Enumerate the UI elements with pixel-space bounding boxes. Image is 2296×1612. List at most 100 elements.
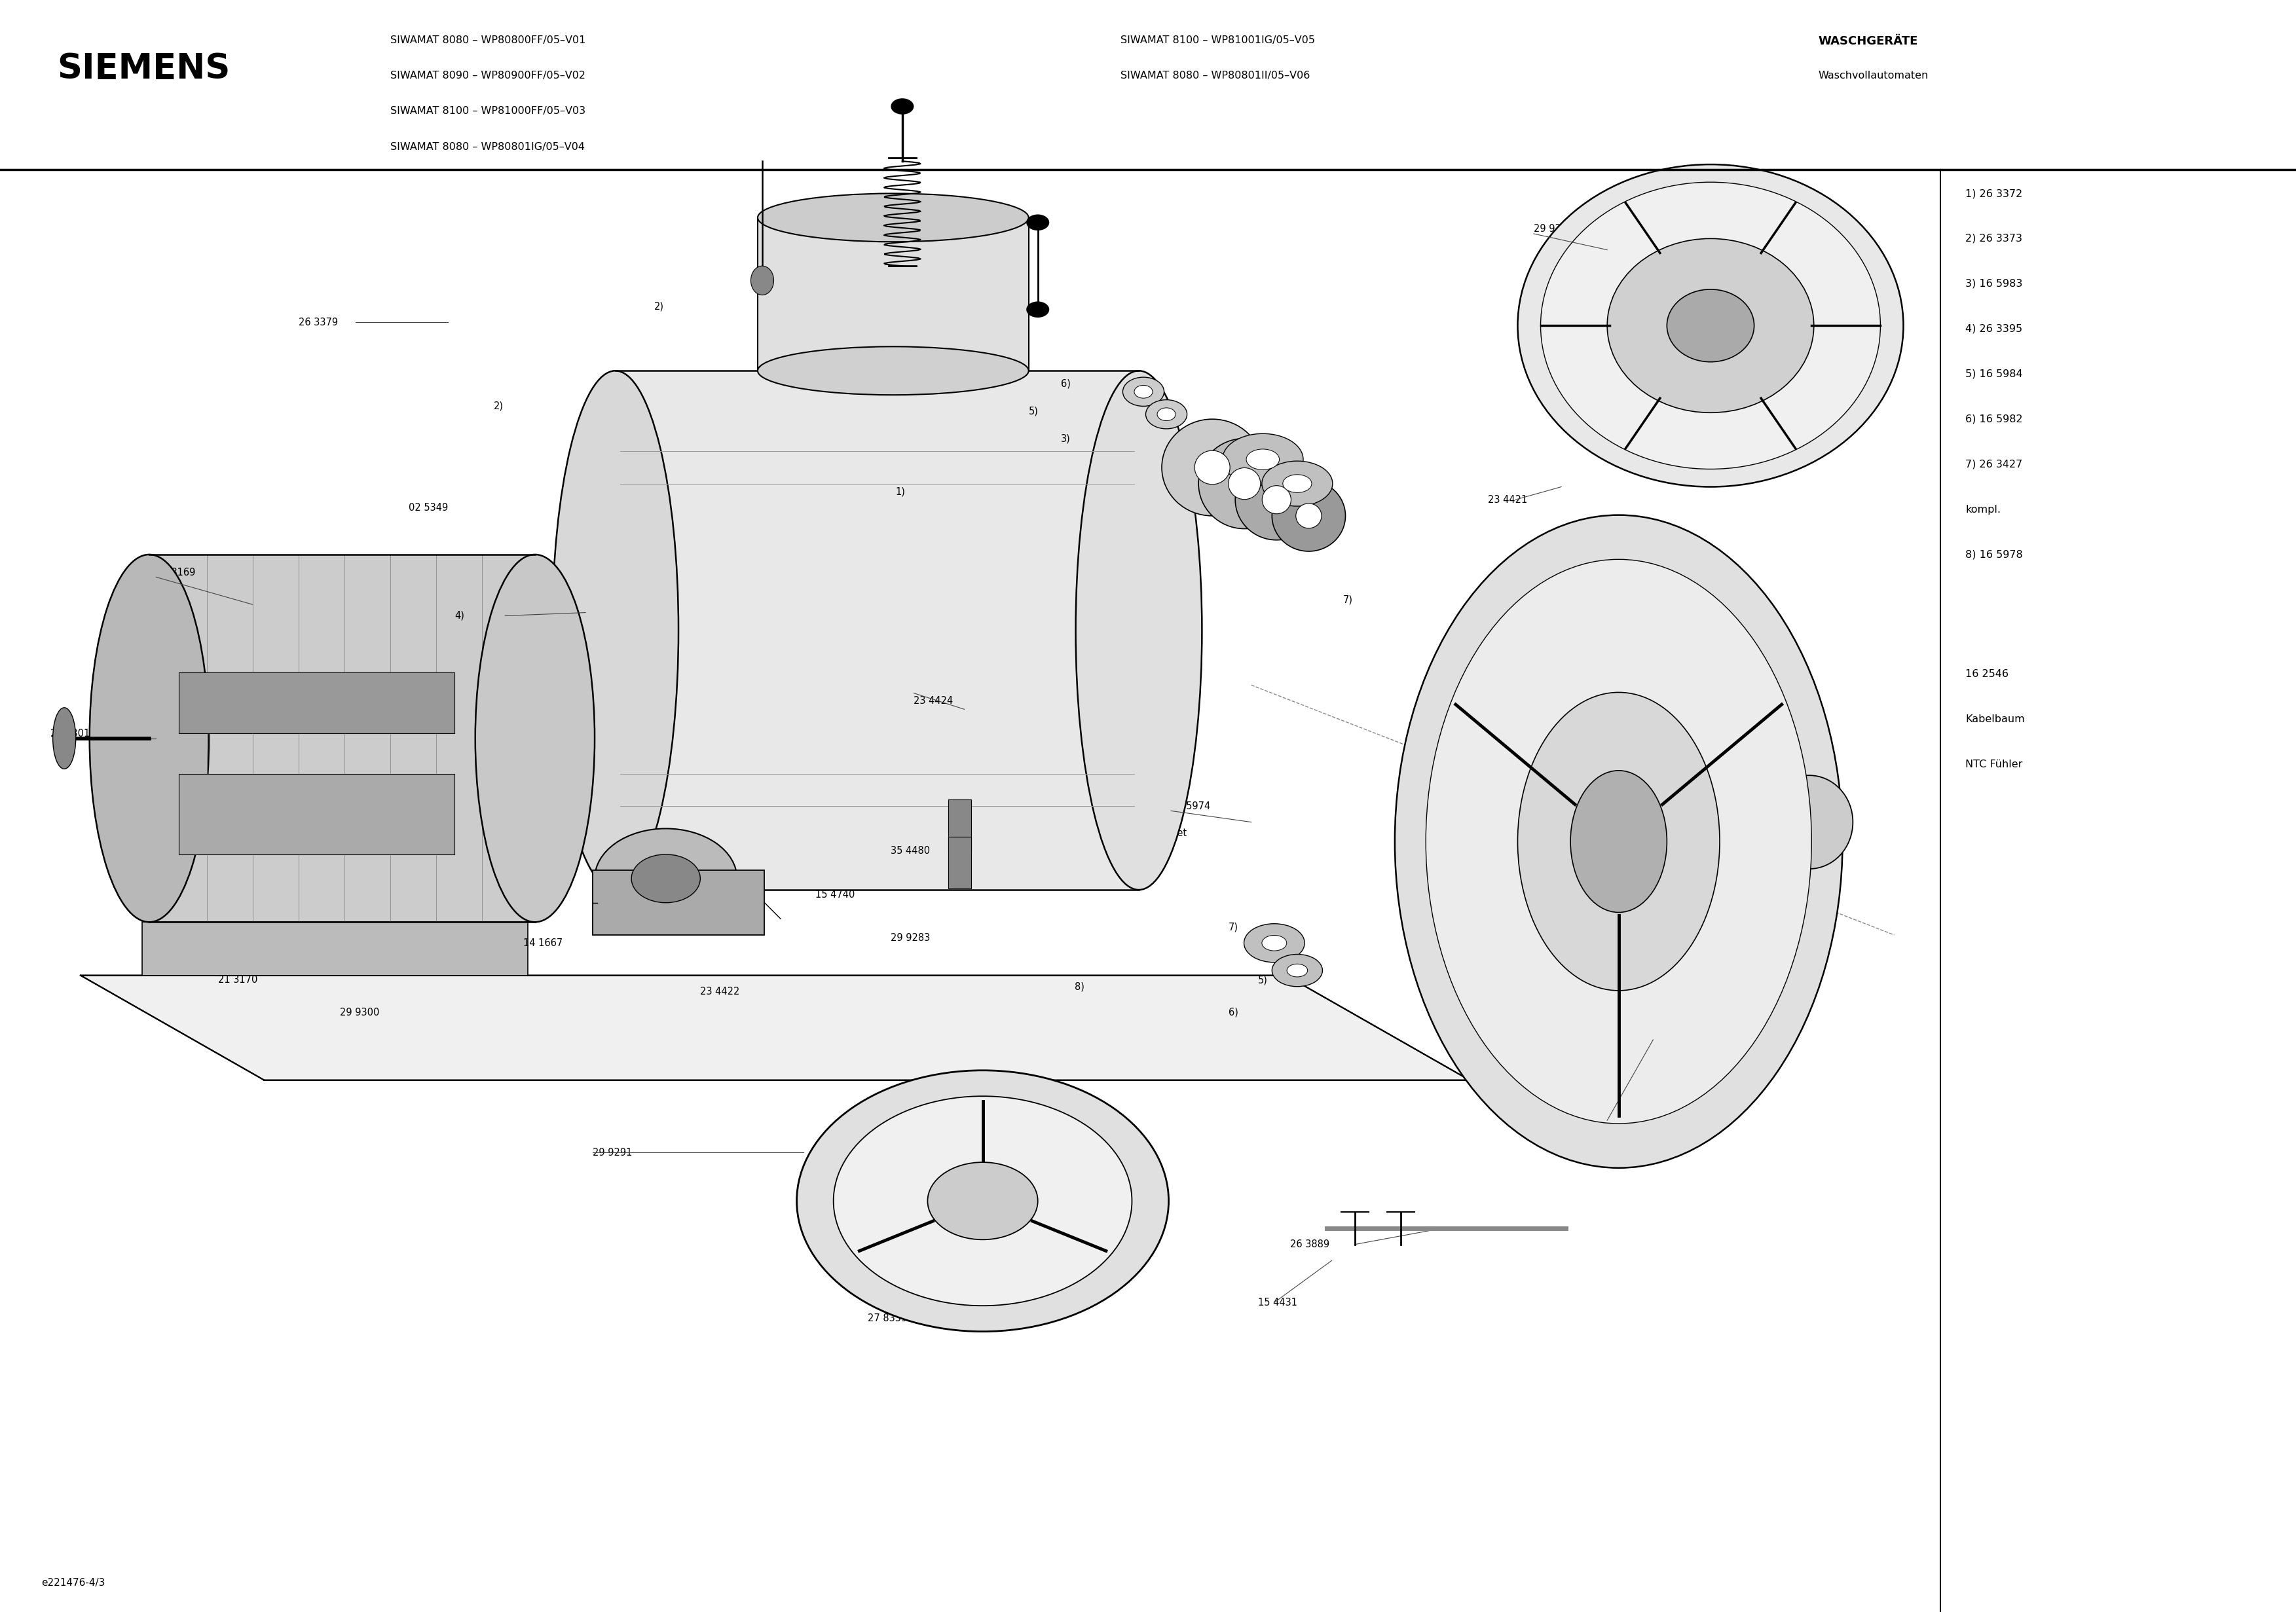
Ellipse shape — [1263, 461, 1332, 506]
Ellipse shape — [53, 708, 76, 769]
Text: 6): 6) — [1228, 1008, 1238, 1017]
Ellipse shape — [631, 854, 700, 903]
Ellipse shape — [1134, 385, 1153, 398]
Text: NTC Fühler: NTC Fühler — [1965, 759, 2023, 769]
Ellipse shape — [758, 193, 1029, 242]
Text: 7): 7) — [1228, 922, 1238, 932]
Bar — [758, 218, 1029, 371]
Bar — [615, 371, 1139, 890]
Text: SIWAMAT 8080 – WP80801IG/05–V04: SIWAMAT 8080 – WP80801IG/05–V04 — [390, 142, 585, 152]
Text: 15 4740: 15 4740 — [815, 890, 854, 899]
Ellipse shape — [1026, 214, 1049, 231]
Text: 2): 2) — [494, 401, 503, 411]
Polygon shape — [142, 922, 528, 975]
Ellipse shape — [1541, 182, 1880, 469]
Text: 7) 26 3427: 7) 26 3427 — [1965, 459, 2023, 469]
Ellipse shape — [928, 1162, 1038, 1240]
Ellipse shape — [1607, 239, 1814, 413]
Text: 2) 26 3373: 2) 26 3373 — [1965, 234, 2023, 243]
Ellipse shape — [1570, 771, 1667, 912]
Ellipse shape — [1194, 450, 1231, 485]
Text: 16 2546: 16 2546 — [1965, 669, 2009, 679]
Ellipse shape — [1272, 954, 1322, 987]
Text: kompl.: kompl. — [1965, 505, 2000, 514]
Text: SIEMENS: SIEMENS — [57, 52, 230, 85]
Text: 1): 1) — [895, 487, 905, 496]
Text: 23 4424: 23 4424 — [914, 696, 953, 706]
Text: 29 9300: 29 9300 — [340, 1008, 379, 1017]
Text: 7): 7) — [1343, 595, 1352, 604]
Bar — [179, 774, 455, 854]
Text: 8): 8) — [1075, 982, 1084, 991]
Text: 16 6035: 16 6035 — [845, 208, 884, 218]
Text: 6): 6) — [1061, 379, 1070, 388]
Ellipse shape — [1263, 485, 1290, 514]
Text: 23 4422: 23 4422 — [700, 987, 739, 996]
Text: 14 1667: 14 1667 — [523, 938, 563, 948]
Ellipse shape — [1667, 290, 1754, 361]
Ellipse shape — [1157, 408, 1176, 421]
Ellipse shape — [1228, 467, 1261, 500]
Text: 3) 16 5983: 3) 16 5983 — [1965, 279, 2023, 289]
Ellipse shape — [1221, 434, 1304, 485]
Text: 1) 26 3372: 1) 26 3372 — [1965, 189, 2023, 198]
Text: 4): 4) — [1580, 801, 1589, 811]
Text: Waschvollautomaten: Waschvollautomaten — [1818, 71, 1929, 81]
Ellipse shape — [797, 1070, 1169, 1332]
Ellipse shape — [1026, 301, 1049, 318]
Bar — [179, 672, 455, 733]
Text: 29 9301: 29 9301 — [51, 729, 90, 738]
Text: 16 5974: 16 5974 — [1171, 801, 1210, 811]
Ellipse shape — [1247, 450, 1279, 469]
Ellipse shape — [1123, 377, 1164, 406]
Ellipse shape — [1766, 775, 1853, 869]
Ellipse shape — [1394, 516, 1841, 1167]
Ellipse shape — [475, 555, 595, 922]
Ellipse shape — [1426, 559, 1812, 1124]
Ellipse shape — [1272, 480, 1345, 551]
Text: 29 9291: 29 9291 — [592, 1148, 631, 1157]
Text: e221476-4/3: e221476-4/3 — [41, 1578, 106, 1588]
Text: 26 3889: 26 3889 — [1290, 1240, 1329, 1249]
Text: SIWAMAT 8100 – WP81000FF/05–V03: SIWAMAT 8100 – WP81000FF/05–V03 — [390, 106, 585, 116]
Ellipse shape — [758, 347, 1029, 395]
Bar — [149, 555, 535, 922]
Ellipse shape — [1295, 503, 1322, 529]
Ellipse shape — [1263, 935, 1286, 951]
Ellipse shape — [90, 555, 209, 922]
Text: 35 4480: 35 4480 — [891, 846, 930, 856]
Text: 15 4431: 15 4431 — [1258, 1298, 1297, 1307]
Text: 26 3379: 26 3379 — [298, 318, 338, 327]
Text: 02 5349: 02 5349 — [409, 503, 448, 513]
Ellipse shape — [1199, 438, 1290, 529]
Ellipse shape — [1283, 474, 1311, 493]
Ellipse shape — [1244, 924, 1304, 962]
Text: 29 9283: 29 9283 — [891, 933, 930, 943]
Text: SIWAMAT 8100 – WP81001IG/05–V05: SIWAMAT 8100 – WP81001IG/05–V05 — [1120, 35, 1316, 45]
Ellipse shape — [1518, 693, 1720, 990]
Text: 21 3611: 21 3611 — [1561, 1111, 1600, 1120]
Text: SIWAMAT 8090 – WP80900FF/05–V02: SIWAMAT 8090 – WP80900FF/05–V02 — [390, 71, 585, 81]
Text: SIWAMAT 8080 – WP80800FF/05–V01: SIWAMAT 8080 – WP80800FF/05–V01 — [390, 35, 585, 45]
Text: Set: Set — [1171, 829, 1187, 838]
Text: SIWAMAT 8080 – WP80801II/05–V06: SIWAMAT 8080 – WP80801II/05–V06 — [1120, 71, 1311, 81]
Ellipse shape — [595, 829, 737, 929]
Ellipse shape — [833, 1096, 1132, 1306]
Polygon shape — [80, 975, 1469, 1080]
Text: 8) 16 5978: 8) 16 5978 — [1965, 550, 2023, 559]
Text: 6) 16 5982: 6) 16 5982 — [1965, 414, 2023, 424]
Text: Kabelbaum: Kabelbaum — [1965, 714, 2025, 724]
Text: 27 8339: 27 8339 — [868, 1314, 907, 1323]
Bar — [948, 837, 971, 888]
Text: 29 9282: 29 9282 — [1534, 224, 1573, 234]
Text: 3): 3) — [1061, 434, 1070, 443]
Ellipse shape — [1286, 964, 1306, 977]
Text: 4) 26 3395: 4) 26 3395 — [1965, 324, 2023, 334]
Text: 5): 5) — [1029, 406, 1038, 416]
Text: 35 5329: 35 5329 — [510, 821, 549, 830]
Ellipse shape — [1075, 371, 1203, 890]
Ellipse shape — [891, 98, 914, 114]
Ellipse shape — [1235, 459, 1318, 540]
Bar — [592, 870, 765, 935]
Ellipse shape — [751, 266, 774, 295]
